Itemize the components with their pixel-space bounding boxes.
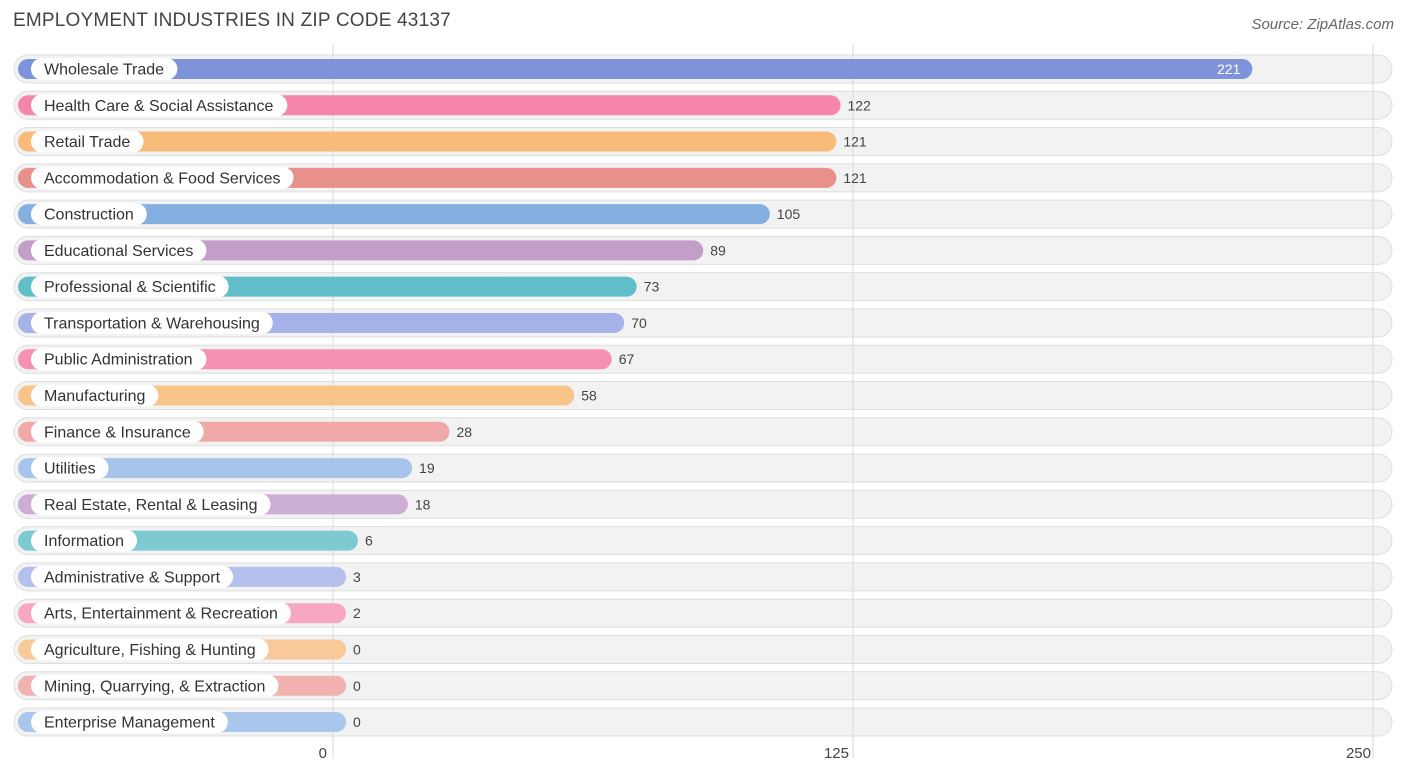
bar-row: Wholesale Trade 221 bbox=[18, 58, 1253, 80]
bar-value: 0 bbox=[353, 641, 361, 657]
x-tick-label: 250 bbox=[1346, 745, 1371, 762]
bar-row: Educational Services 89 bbox=[18, 239, 726, 262]
row-track bbox=[13, 526, 1393, 556]
row-track bbox=[13, 634, 1393, 664]
bar-value: 58 bbox=[581, 388, 597, 404]
bar-value: 2 bbox=[353, 605, 361, 621]
bar-label-pill bbox=[31, 130, 144, 153]
row-track bbox=[13, 562, 1393, 592]
bar-value: 73 bbox=[644, 279, 660, 295]
bar-value: 28 bbox=[456, 424, 472, 440]
bar-label-pill bbox=[31, 674, 279, 697]
bar-row: Agriculture, Fishing & Hunting 0 bbox=[18, 638, 361, 661]
bar-value: 0 bbox=[353, 714, 361, 730]
bar-value: 3 bbox=[353, 569, 361, 585]
bar-value: 221 bbox=[1217, 61, 1241, 77]
bar-label: Professional & Scientific bbox=[44, 279, 216, 296]
bar-label-pill bbox=[31, 493, 271, 516]
row-track bbox=[13, 707, 1393, 737]
bar-row: Retail Trade 121 bbox=[18, 130, 867, 153]
bar-label-pill bbox=[31, 58, 178, 80]
bar-row: Finance & Insurance 28 bbox=[18, 420, 472, 443]
bar-label: Accommodation & Food Services bbox=[44, 170, 281, 187]
bar-row: Arts, Entertainment & Recreation 2 bbox=[18, 602, 361, 625]
bar-label: Public Administration bbox=[44, 352, 193, 369]
bar-label: Utilities bbox=[44, 461, 96, 478]
bar-row: Information 6 bbox=[18, 529, 373, 552]
bar-label: Wholesale Trade bbox=[44, 62, 164, 79]
bars: Wholesale Trade 221 Health Care & Social A… bbox=[18, 58, 1253, 734]
bar-value: 121 bbox=[843, 134, 867, 150]
bar-label-pill bbox=[31, 348, 207, 371]
bar-row: Mining, Quarrying, & Extraction 0 bbox=[18, 674, 361, 697]
bar-label-pill bbox=[31, 166, 294, 189]
bar-label: Construction bbox=[44, 207, 134, 224]
bar-row: Public Administration 67 bbox=[18, 348, 635, 371]
bar-label-pill bbox=[31, 457, 109, 480]
bar-label-pill bbox=[31, 311, 273, 334]
chart-source: Source: ZipAtlas.com bbox=[1251, 16, 1394, 33]
bar-label: Administrative & Support bbox=[44, 569, 221, 586]
bar-row: Administrative & Support 3 bbox=[18, 565, 361, 588]
bar-label: Transportation & Warehousing bbox=[44, 315, 260, 332]
bar-label: Information bbox=[44, 533, 124, 550]
bar-value: 121 bbox=[843, 170, 867, 186]
bar-label-pill bbox=[31, 638, 269, 661]
bar-label-pill bbox=[31, 94, 288, 117]
bar-value: 19 bbox=[419, 460, 435, 476]
bar-label: Real Estate, Rental & Leasing bbox=[44, 497, 257, 514]
bar-value: 6 bbox=[365, 533, 373, 549]
bar-label-pill bbox=[31, 384, 159, 407]
x-axis: 0 125 250 bbox=[319, 745, 1371, 762]
bar-value: 0 bbox=[353, 678, 361, 694]
bar-row: Health Care & Social Assistance 122 bbox=[18, 94, 872, 117]
bar-row: Construction 105 bbox=[18, 203, 801, 226]
bar-value: 67 bbox=[619, 351, 635, 367]
bar-value: 70 bbox=[631, 315, 647, 331]
bar-label-pill bbox=[31, 239, 207, 262]
x-tick-label: 0 bbox=[319, 745, 327, 762]
bar-label-pill bbox=[31, 203, 147, 226]
bar-value: 105 bbox=[777, 206, 801, 222]
bar-label: Arts, Entertainment & Recreation bbox=[44, 606, 278, 623]
bar-label-pill bbox=[31, 602, 291, 625]
bar-label: Retail Trade bbox=[44, 134, 130, 151]
bar-row: Accommodation & Food Services 121 bbox=[18, 166, 867, 189]
bar-row: Real Estate, Rental & Leasing 18 bbox=[18, 493, 431, 516]
row-track bbox=[13, 598, 1393, 628]
bar-row: Transportation & Warehousing 70 bbox=[18, 311, 647, 334]
bar-value: 122 bbox=[848, 97, 872, 113]
bar-label: Manufacturing bbox=[44, 388, 145, 405]
bar bbox=[18, 204, 770, 225]
bar-row: Professional & Scientific 73 bbox=[18, 275, 660, 298]
bar-value: 89 bbox=[710, 242, 726, 258]
bar-label-pill bbox=[31, 529, 138, 552]
bar bbox=[18, 59, 1253, 79]
x-tick-label: 125 bbox=[824, 745, 849, 762]
bar-row: Manufacturing 58 bbox=[18, 384, 597, 407]
bar-label: Finance & Insurance bbox=[44, 424, 191, 441]
bar-label-pill bbox=[31, 275, 229, 298]
bar bbox=[18, 458, 413, 479]
bar-label: Health Care & Social Assistance bbox=[44, 98, 274, 115]
bar-label: Mining, Quarrying, & Extraction bbox=[44, 678, 265, 695]
bar-label: Agriculture, Fishing & Hunting bbox=[44, 642, 256, 659]
row-track bbox=[13, 671, 1393, 701]
bar-row: Utilities 19 bbox=[18, 457, 435, 480]
bar-value: 18 bbox=[415, 496, 431, 512]
bar-row: Enterprise Management 0 bbox=[18, 711, 361, 734]
bar-label-pill bbox=[31, 420, 204, 443]
chart-title: EMPLOYMENT INDUSTRIES IN ZIP CODE 43137 bbox=[13, 10, 451, 31]
bar-label: Educational Services bbox=[44, 243, 193, 260]
bar-label-pill bbox=[31, 565, 234, 588]
bar bbox=[18, 131, 837, 152]
bar-label: Enterprise Management bbox=[44, 715, 215, 732]
bar-label-pill bbox=[31, 711, 228, 734]
